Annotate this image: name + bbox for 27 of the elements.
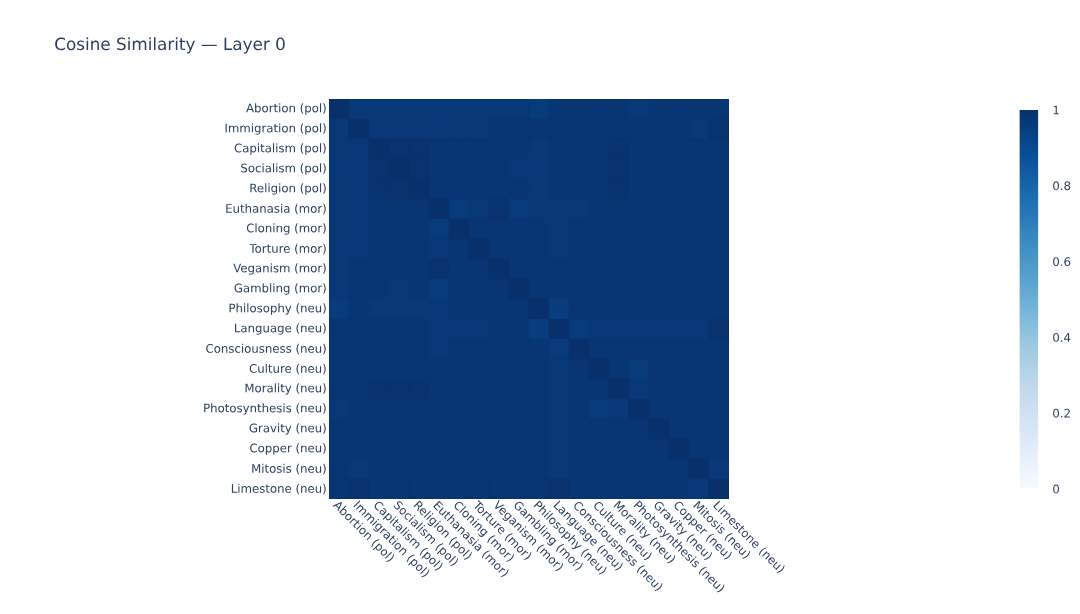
- y-tick-label: Veganism (mor): [233, 263, 326, 275]
- y-tick-label: Abortion (pol): [246, 103, 326, 115]
- y-tick-label: Morality (neu): [245, 383, 326, 395]
- color-bar-label: 0: [1053, 484, 1060, 494]
- color-bar-label: 0.6: [1053, 257, 1071, 267]
- y-tick-label: Religion (pol): [250, 183, 326, 195]
- y-tick-label: Torture (mor): [249, 243, 326, 255]
- y-tick-label: Cloning (mor): [246, 223, 326, 235]
- y-tick-label: Gravity (neu): [249, 423, 326, 435]
- y-tick-label: Gambling (mor): [234, 283, 326, 295]
- color-bar-label: 0.2: [1053, 408, 1070, 418]
- y-tick-label: Consciousness (neu): [206, 343, 326, 355]
- y-tick-label: Culture (neu): [249, 363, 326, 375]
- y-tick-label: Language (neu): [235, 323, 326, 335]
- y-tick-label: Immigration (pol): [225, 123, 326, 135]
- y-tick-label: Socialism (pol): [241, 163, 326, 175]
- y-tick-label: Photosynthesis (neu): [204, 403, 326, 415]
- color-bar-label: 0.4: [1053, 332, 1071, 342]
- color-bar-label: 1: [1053, 105, 1059, 115]
- y-tick-label: Capitalism (pol): [234, 143, 326, 155]
- y-tick-label: Copper (neu): [250, 443, 326, 455]
- y-tick-label: Philosophy (neu): [229, 303, 326, 315]
- y-tick-label: Limestone (neu): [231, 483, 326, 495]
- color-bar-label: 0.8: [1053, 181, 1071, 191]
- y-tick-label: Mitosis (neu): [252, 463, 326, 475]
- text: Cosine Similarity — Layer 0: [55, 37, 285, 54]
- y-tick-label: Euthanasia (mor): [226, 203, 326, 215]
